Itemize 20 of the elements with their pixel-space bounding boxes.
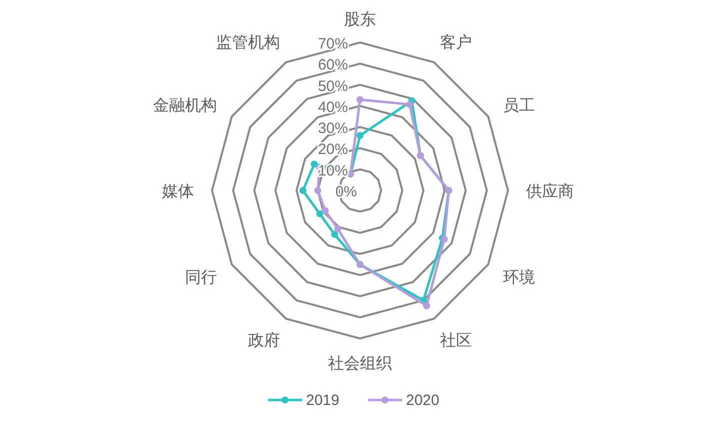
y-tick-label: 20% [318,141,348,158]
spoke-label: 员工 [502,98,535,114]
y-tick-label: 50% [318,78,348,95]
spoke-label: 媒体 [162,184,194,200]
spoke-label: 政府 [248,331,280,350]
spoke-label: 金融机构 [153,96,218,114]
y-tick-label: 40% [318,98,348,116]
spoke-label: 社会组织 [328,354,392,372]
y-tick-label: 60% [318,56,348,74]
legend-label: 2020 [406,392,440,409]
spoke-label: 供应商 [526,182,574,200]
spoke-label: 监管机构 [216,34,280,52]
y-tick-label: 70% [318,36,348,52]
legend-label: 2019 [306,392,340,409]
spoke-label: 股东 [344,10,376,28]
spoke-label: 环境 [502,268,535,286]
spoke-label: 同行 [185,270,218,286]
spoke-label: 社区 [440,331,472,350]
y-tick-label: 30% [318,120,348,138]
spoke-label: 客户 [440,34,472,52]
